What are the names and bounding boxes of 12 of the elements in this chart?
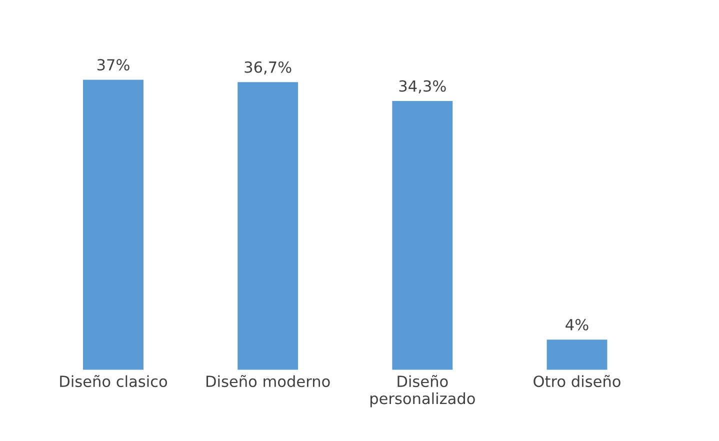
x-tick-label: Diseño personalizado [370,375,475,408]
bar [545,338,609,370]
data-label: 36,7% [244,61,292,74]
bar [390,100,454,370]
data-label: 34,3% [399,80,446,94]
bar [236,80,300,370]
data-label: 37% [97,58,130,71]
bar [82,78,145,370]
x-tick-label: Otro diseño [534,375,620,388]
data-label: 4% [566,318,588,330]
x-tick-label: Diseño clasico [60,375,168,388]
x-tick-label: Diseño moderno [206,375,330,388]
